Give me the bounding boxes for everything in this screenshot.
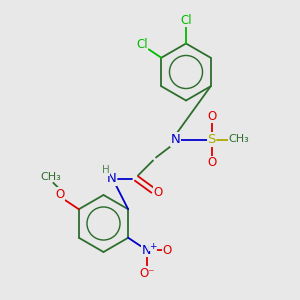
Text: O⁻: O⁻ bbox=[139, 267, 154, 280]
Text: O: O bbox=[154, 185, 163, 199]
Text: N: N bbox=[171, 133, 180, 146]
Text: O: O bbox=[207, 110, 216, 123]
Text: O: O bbox=[207, 156, 216, 170]
Text: CH₃: CH₃ bbox=[40, 172, 61, 182]
Text: Cl: Cl bbox=[136, 38, 148, 51]
Text: H: H bbox=[102, 165, 110, 175]
Text: O: O bbox=[56, 188, 65, 201]
Text: S: S bbox=[207, 133, 216, 146]
Text: N: N bbox=[107, 172, 117, 185]
Text: Cl: Cl bbox=[180, 14, 192, 27]
Text: O: O bbox=[163, 244, 172, 257]
Text: N: N bbox=[142, 244, 152, 257]
Text: CH₃: CH₃ bbox=[229, 134, 250, 145]
Text: +: + bbox=[149, 242, 157, 251]
